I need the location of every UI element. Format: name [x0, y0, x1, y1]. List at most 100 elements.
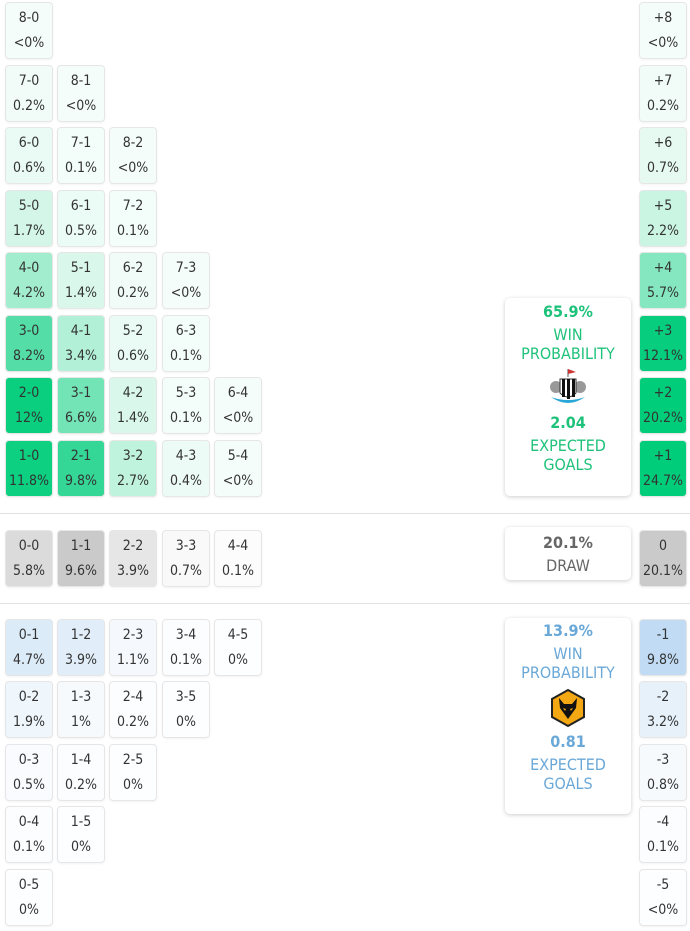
- home-score-cell-score: 6-1: [70, 197, 92, 214]
- away-score-cell-score: 1-5: [70, 813, 92, 830]
- home-score-cell-score: 3-0: [18, 322, 40, 339]
- home-xg-label: EXPECTED GOALS: [530, 436, 606, 474]
- away-score-cell-pct: 0.2%: [65, 776, 97, 793]
- home-score-cell-score: 4-2: [122, 384, 144, 401]
- home-score-cell-score: 4-1: [70, 322, 92, 339]
- away-score-cell-pct: 0%: [19, 901, 39, 918]
- draw-score-cell-pct: 0.1%: [222, 562, 254, 579]
- home-score-cell-pct: 1.7%: [13, 222, 45, 239]
- away-score-cell-pct: 0%: [228, 651, 248, 668]
- home-score-cell: 6-4 <0%: [214, 377, 262, 434]
- away-score-cell: 0-3 0.5%: [5, 744, 53, 801]
- home-score-cell: 2-1 9.8%: [57, 440, 105, 497]
- home-score-cell-pct: 0.1%: [170, 347, 202, 364]
- draw-score-cell: 4-4 0.1%: [214, 530, 262, 587]
- away-score-cell-pct: 4.7%: [13, 651, 45, 668]
- home-margin-cell-pct: 0.7%: [647, 159, 679, 176]
- away-score-cell-pct: 0%: [176, 713, 196, 730]
- home-score-cell-pct: 0.1%: [65, 159, 97, 176]
- away-win-pct: 13.9%: [543, 621, 593, 640]
- away-xg-label: EXPECTED GOALS: [530, 755, 606, 793]
- home-score-cell: 4-2 1.4%: [109, 377, 157, 434]
- home-score-cell-score: 8-1: [70, 72, 92, 89]
- away-score-cell-pct: 0.1%: [13, 838, 45, 855]
- home-score-cell-pct: 0.1%: [117, 222, 149, 239]
- away-margin-cell: -1 9.8%: [639, 619, 687, 676]
- draw-summary: 20.1% DRAW: [505, 527, 631, 580]
- away-xg: 0.81: [550, 732, 586, 751]
- home-score-cell-score: 7-2: [122, 197, 144, 214]
- home-score-cell-pct: 8.2%: [13, 347, 45, 364]
- home-margin-cell-score: +8: [653, 9, 673, 26]
- home-score-cell: 3-1 6.6%: [57, 377, 105, 434]
- home-margin-cell: +5 2.2%: [639, 190, 687, 247]
- home-score-cell: 4-1 3.4%: [57, 315, 105, 372]
- home-margin-cell: +7 0.2%: [639, 65, 687, 122]
- home-score-cell-pct: 0.4%: [170, 472, 202, 489]
- away-score-cell-pct: 0%: [123, 776, 143, 793]
- divider: [0, 513, 690, 514]
- home-score-cell: 7-2 0.1%: [109, 190, 157, 247]
- home-margin-cell: +6 0.7%: [639, 127, 687, 184]
- away-margin-cell-score: -2: [656, 688, 670, 705]
- away-margin-cell: -5 <0%: [639, 869, 687, 926]
- away-score-cell: 0-4 0.1%: [5, 806, 53, 863]
- draw-score-cell: 0-0 5.8%: [5, 530, 53, 587]
- home-score-cell: 3-0 8.2%: [5, 315, 53, 372]
- home-margin-cell: +4 5.7%: [639, 252, 687, 309]
- home-score-cell: 1-0 11.8%: [5, 440, 53, 497]
- home-score-cell: 5-4 <0%: [214, 440, 262, 497]
- home-score-cell-pct: 0.6%: [117, 347, 149, 364]
- home-score-cell-pct: 2.7%: [117, 472, 149, 489]
- home-score-cell-pct: 0.5%: [65, 222, 97, 239]
- away-margin-cell-score: -1: [656, 626, 670, 643]
- away-margin-cell: -2 3.2%: [639, 681, 687, 738]
- home-score-cell-pct: 12%: [15, 409, 43, 426]
- home-score-cell-pct: 11.8%: [8, 472, 49, 489]
- home-score-cell-score: 6-2: [122, 259, 144, 276]
- draw-score-cell: 2-2 3.9%: [109, 530, 157, 587]
- draw-score-cell-pct: 5.8%: [13, 562, 45, 579]
- home-margin-cell: +1 24.7%: [639, 440, 687, 497]
- home-score-cell-pct: 1.4%: [65, 284, 97, 301]
- home-margin-cell-pct: <0%: [647, 34, 679, 51]
- away-score-cell: 2-4 0.2%: [109, 681, 157, 738]
- away-score-cell-score: 1-2: [70, 626, 92, 643]
- home-win-pct: 65.9%: [543, 302, 593, 321]
- away-score-cell: 3-5 0%: [162, 681, 210, 738]
- home-score-cell: 6-3 0.1%: [162, 315, 210, 372]
- home-score-cell-score: 2-0: [18, 384, 40, 401]
- draw-score-cell-pct: 0.7%: [170, 562, 202, 579]
- away-score-cell-pct: 1.1%: [117, 651, 149, 668]
- away-score-cell-score: 0-5: [18, 876, 40, 893]
- home-score-cell: 8-2 <0%: [109, 127, 157, 184]
- away-score-cell: 2-3 1.1%: [109, 619, 157, 676]
- home-score-cell-score: 2-1: [70, 447, 92, 464]
- home-margin-cell-pct: 5.7%: [647, 284, 679, 301]
- away-score-cell-score: 3-4: [175, 626, 197, 643]
- away-score-cell-score: 0-4: [18, 813, 40, 830]
- away-score-cell: 4-5 0%: [214, 619, 262, 676]
- home-score-cell-pct: <0%: [13, 34, 45, 51]
- home-score-cell-score: 5-1: [70, 259, 92, 276]
- home-score-cell-score: 5-0: [18, 197, 40, 214]
- home-score-cell: 2-0 12%: [5, 377, 53, 434]
- home-score-cell-score: 6-4: [227, 384, 249, 401]
- home-margin-cell-pct: 24.7%: [642, 472, 683, 489]
- home-score-cell-score: 7-3: [175, 259, 197, 276]
- home-score-cell: 3-2 2.7%: [109, 440, 157, 497]
- home-win-label: WIN PROBABILITY: [521, 325, 615, 363]
- home-score-cell-score: 6-3: [175, 322, 197, 339]
- home-score-cell: 7-0 0.2%: [5, 65, 53, 122]
- home-score-cell-score: 8-0: [18, 9, 40, 26]
- home-score-cell-pct: 0.1%: [170, 409, 202, 426]
- away-score-cell-score: 2-3: [122, 626, 144, 643]
- away-score-cell: 0-2 1.9%: [5, 681, 53, 738]
- away-score-cell: 1-5 0%: [57, 806, 105, 863]
- home-score-cell-pct: 4.2%: [13, 284, 45, 301]
- home-margin-cell: +8 <0%: [639, 2, 687, 59]
- away-score-cell-score: 2-5: [122, 751, 144, 768]
- away-score-cell-pct: 0.1%: [170, 651, 202, 668]
- draw-score-cell-pct: 9.6%: [65, 562, 97, 579]
